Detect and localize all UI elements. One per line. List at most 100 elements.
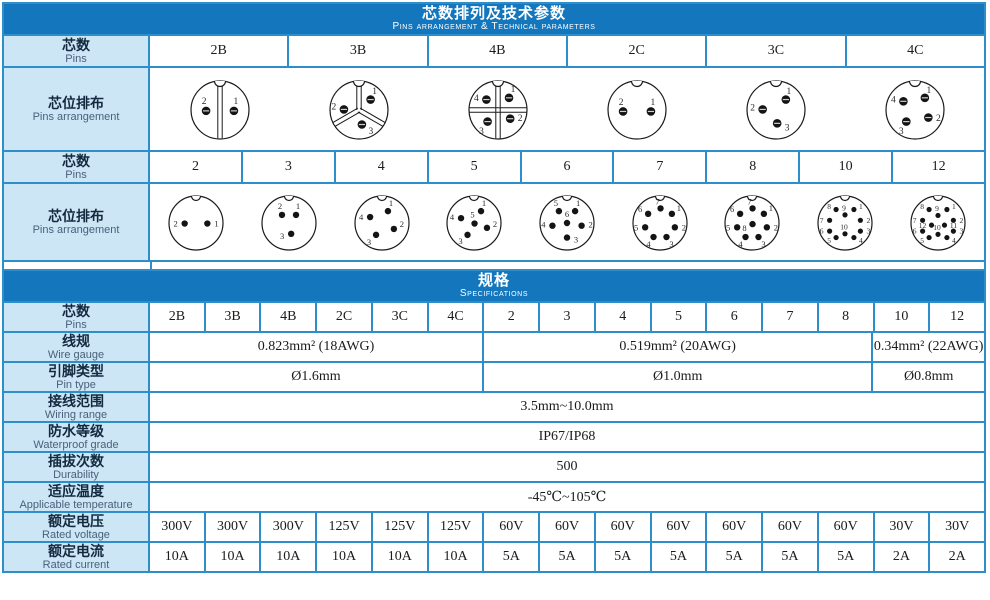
svg-text:10: 10 [933, 223, 941, 232]
connector-diagram-8: 123 456 7 8 [724, 195, 780, 251]
spec-cell-rated-voltage-11: 60V [761, 513, 817, 541]
svg-text:7: 7 [912, 216, 916, 225]
spec-cell-rated-voltage-4: 125V [370, 513, 427, 541]
svg-text:1: 1 [650, 98, 655, 108]
spec-label-zh: 引脚类型 [48, 362, 104, 379]
spec-cell-rated-voltage-10: 60V [705, 513, 761, 541]
svg-text:2: 2 [331, 103, 336, 113]
spec-cell-rated-current-8: 5A [593, 543, 650, 571]
spec-cell-rated-current-9: 5A [649, 543, 706, 571]
svg-text:1: 1 [786, 87, 791, 97]
spec-label-zh: 防水等级 [48, 422, 104, 439]
spec-row-applicable-temperature: 适应温度 Applicable temperature -45℃~105℃ [4, 481, 984, 511]
svg-text:3: 3 [367, 237, 371, 247]
svg-text:4: 4 [739, 239, 744, 249]
table1-header: 芯数排列及技术参数 Pins arrangement & Technical p… [4, 4, 984, 34]
row-label-pins-zh: 芯数 [62, 36, 90, 53]
svg-text:2: 2 [588, 220, 592, 230]
spec-cells-durability: 500 [150, 453, 984, 481]
spec-row-pins: 芯数 Pins 2B 3B 4B 2C 3C 4C 2 3 4 5 6 7 8 10 12 [4, 301, 984, 331]
connector-diagram-4B: 1 2 3 4 [467, 80, 528, 140]
connector-diagram-2: 12 [168, 195, 224, 251]
spec-label-zh: 芯数 [62, 302, 90, 319]
spec-cell-rated-voltage-7: 60V [538, 513, 594, 541]
spec-cell-pins-2: 4B [259, 303, 315, 331]
spec-cell-rated-voltage-5: 125V [426, 513, 483, 541]
pins-column-2B: 2B [210, 43, 227, 58]
svg-text:4: 4 [474, 94, 479, 104]
spec-cell-rated-current-13: 2A [872, 543, 929, 571]
spec-cell-waterproof-grade-0: IP67/IP68 [538, 429, 596, 444]
spec-row-wiring-range: 接线范围 Wiring range 3.5mm~10.0mm [4, 391, 984, 421]
svg-text:1: 1 [576, 198, 580, 208]
spec-label-pins: 芯数 Pins [4, 303, 150, 331]
svg-text:4: 4 [450, 212, 455, 222]
spec-label-waterproof-grade: 防水等级 Waterproof grade [4, 423, 150, 451]
connector-cell-4: 1 2 3 4 [335, 184, 428, 260]
spec-cell-pins-14: 12 [928, 303, 984, 331]
connector-cell-4B: 1 2 3 4 [428, 68, 567, 150]
svg-text:3: 3 [762, 239, 766, 249]
spec-cell-pins-9: 5 [649, 303, 706, 331]
spec-cell-applicable-temperature-0: -45℃~105℃ [527, 489, 607, 505]
connector-cell-12: 1 2 3 4 5 6 7 8 9 10 11 12 [891, 184, 984, 260]
svg-text:3: 3 [479, 127, 484, 137]
spec-label-en: Wire gauge [47, 348, 105, 361]
row-label-arrangement-en: Pins arrangement [32, 223, 120, 236]
svg-text:2: 2 [399, 219, 403, 229]
pins-column-10: 10 [798, 152, 891, 182]
svg-text:2: 2 [174, 219, 178, 229]
spec-cell-rated-voltage-12: 60V [816, 513, 873, 541]
svg-text:2: 2 [517, 114, 522, 124]
row-label-pins-n: 芯数 Pins [4, 152, 150, 182]
spec-cells-rated-voltage: 300V 300V 300V 125V 125V 125V 60V 60V 60V 60V 60V 6… [150, 513, 984, 541]
spec-cells-pins: 2B 3B 4B 2C 3C 4C 2 3 4 5 6 7 8 10 12 [150, 303, 984, 331]
svg-text:2: 2 [618, 98, 623, 108]
svg-text:6: 6 [565, 209, 569, 219]
table1-title-zh: 芯数排列及技术参数 [421, 4, 566, 22]
row-label-arrangement-n: 芯位排布 Pins arrangement [4, 184, 150, 260]
spec-label-applicable-temperature: 适应温度 Applicable temperature [4, 483, 150, 511]
svg-text:2: 2 [681, 222, 685, 232]
spec-cell-rated-current-14: 2A [928, 543, 984, 571]
spec-cell-wire-gauge-0: 0.823mm² (18AWG) [257, 339, 375, 354]
pins-arrangement-table: 芯数排列及技术参数 Pins arrangement & Technical p… [2, 2, 986, 262]
table1-title-en: Pins arrangement & Technical parameters [392, 20, 596, 32]
spec-cell-rated-voltage-8: 60V [593, 513, 650, 541]
svg-text:8: 8 [827, 202, 831, 211]
svg-text:7: 7 [748, 196, 752, 206]
series-n-columns: 2 3 4 5 6 7 8 10 12 [150, 152, 984, 182]
spec-cell-rated-voltage-14: 30V [928, 513, 984, 541]
spec-cells-wiring-range: 3.5mm~10.0mm [150, 393, 984, 421]
spec-cell-pins-4: 3C [370, 303, 427, 331]
connector-cell-10: 1 2 3 4 5 6 7 8 9 10 [799, 184, 892, 260]
svg-text:1: 1 [952, 202, 956, 211]
svg-text:7: 7 [655, 196, 659, 206]
spec-cells-pin-type: Ø1.6mm Ø1.0mm Ø0.8mm [150, 363, 984, 391]
svg-text:4: 4 [891, 96, 896, 106]
spec-cell-rated-voltage-13: 30V [872, 513, 929, 541]
svg-text:2: 2 [935, 114, 940, 124]
row-label-pins-en: Pins [65, 52, 87, 65]
svg-text:2: 2 [493, 219, 497, 229]
connector-diagram-4: 1 2 3 4 [354, 195, 410, 251]
spec-label-rated-voltage: 额定电压 Rated voltage [4, 513, 150, 541]
spec-cell-pins-10: 6 [705, 303, 761, 331]
svg-text:4: 4 [952, 236, 956, 245]
svg-text:2: 2 [867, 216, 871, 225]
svg-text:5: 5 [554, 198, 558, 208]
spec-cell-rated-current-7: 5A [538, 543, 594, 571]
svg-text:5: 5 [726, 222, 730, 232]
pins-column-2C: 2C [565, 36, 705, 66]
svg-text:2: 2 [201, 97, 206, 107]
spec-label-en: Pin type [56, 378, 96, 391]
svg-text:9: 9 [935, 204, 939, 213]
svg-text:2: 2 [278, 201, 282, 211]
